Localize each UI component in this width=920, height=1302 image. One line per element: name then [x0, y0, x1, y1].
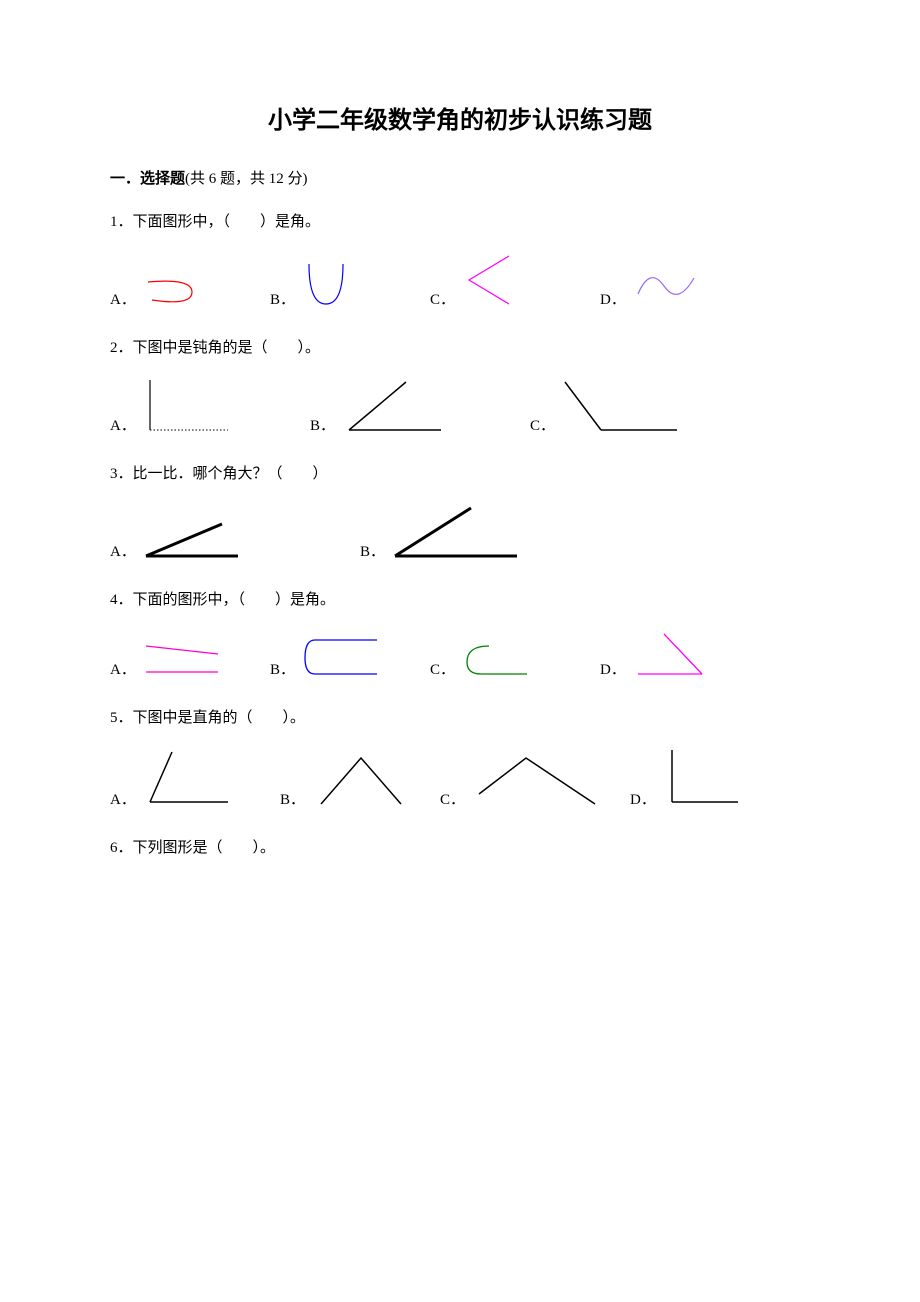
section-header: 一．选择题(共 6 题，共 12 分)	[110, 167, 810, 188]
u-curve-icon	[301, 260, 351, 308]
question-3-options: A． B．	[110, 504, 810, 560]
q4-option-B: B．	[270, 634, 430, 678]
caret-icon	[311, 752, 411, 808]
worksheet-page: 小学二年级数学角的初步认识练习题 一．选择题(共 6 题，共 12 分) 1．下…	[0, 0, 920, 938]
option-label: B．	[270, 663, 295, 678]
section-header-prefix: 一．选择题	[110, 171, 185, 187]
q5-option-C: C．	[440, 752, 630, 808]
obtuse-angle-icon	[561, 378, 681, 434]
question-1-options: A． B． C． D．	[110, 252, 810, 308]
s-wave-icon	[632, 264, 702, 308]
question-5-options: A． B． C． D．	[110, 748, 810, 808]
page-title: 小学二年级数学角的初步认识练习题	[110, 100, 810, 135]
q2-option-C: C．	[530, 378, 681, 434]
option-label: A．	[110, 419, 136, 434]
question-1: 1．下面图形中，（ ）是角。	[110, 210, 810, 234]
option-label: A．	[110, 545, 136, 560]
q1-option-D: D．	[600, 264, 702, 308]
question-2: 2．下图中是钝角的是（ ）。	[110, 336, 810, 360]
option-label: B．	[360, 545, 385, 560]
q3-option-A: A．	[110, 518, 360, 560]
q2-option-A: A．	[110, 378, 310, 434]
option-label: C．	[530, 419, 555, 434]
wide-acute-icon	[391, 504, 521, 560]
q4-option-D: D．	[600, 630, 722, 678]
right-angle-l3-icon	[662, 748, 742, 808]
question-4: 4．下面的图形中，（ ）是角。	[110, 588, 810, 612]
option-label: D．	[630, 793, 656, 808]
q5-option-A: A．	[110, 748, 280, 808]
q5-option-B: B．	[280, 752, 440, 808]
q5-option-D: D．	[630, 748, 742, 808]
q2-option-B: B．	[310, 378, 530, 434]
option-label: B．	[310, 419, 335, 434]
angle-left-icon	[461, 252, 517, 308]
q1-option-A: A．	[110, 272, 270, 308]
acute-angle-icon	[341, 378, 451, 434]
round-corner-open-icon	[301, 634, 381, 678]
caret-wide-icon	[471, 752, 601, 808]
option-label: A．	[110, 793, 136, 808]
q1-option-B: B．	[270, 260, 430, 308]
round-base-line-icon	[461, 638, 531, 678]
option-label: D．	[600, 663, 626, 678]
small-acute-icon	[142, 518, 242, 560]
right-angle-icon	[142, 378, 232, 434]
right-triangle-open-icon	[632, 630, 722, 678]
q3-option-B: B．	[360, 504, 521, 560]
option-label: C．	[440, 793, 465, 808]
q1-option-C: C．	[430, 252, 600, 308]
question-4-options: A． B． C． D．	[110, 630, 810, 678]
section-header-suffix: (共 6 题，共 12 分)	[185, 171, 308, 187]
q4-option-C: C．	[430, 638, 600, 678]
option-label: B．	[280, 793, 305, 808]
right-angle-l2-icon	[142, 748, 232, 808]
question-6: 6．下列图形是（ ）。	[110, 836, 810, 860]
two-lines-icon	[142, 638, 222, 678]
hook-curve-icon	[142, 272, 202, 308]
question-3: 3．比一比．哪个角大？（ ）	[110, 462, 810, 486]
question-2-options: A． B． C．	[110, 378, 810, 434]
q4-option-A: A．	[110, 638, 270, 678]
option-label: C．	[430, 293, 455, 308]
option-label: A．	[110, 663, 136, 678]
question-5: 5．下图中是直角的（ ）。	[110, 706, 810, 730]
option-label: C．	[430, 663, 455, 678]
option-label: D．	[600, 293, 626, 308]
option-label: A．	[110, 293, 136, 308]
option-label: B．	[270, 293, 295, 308]
